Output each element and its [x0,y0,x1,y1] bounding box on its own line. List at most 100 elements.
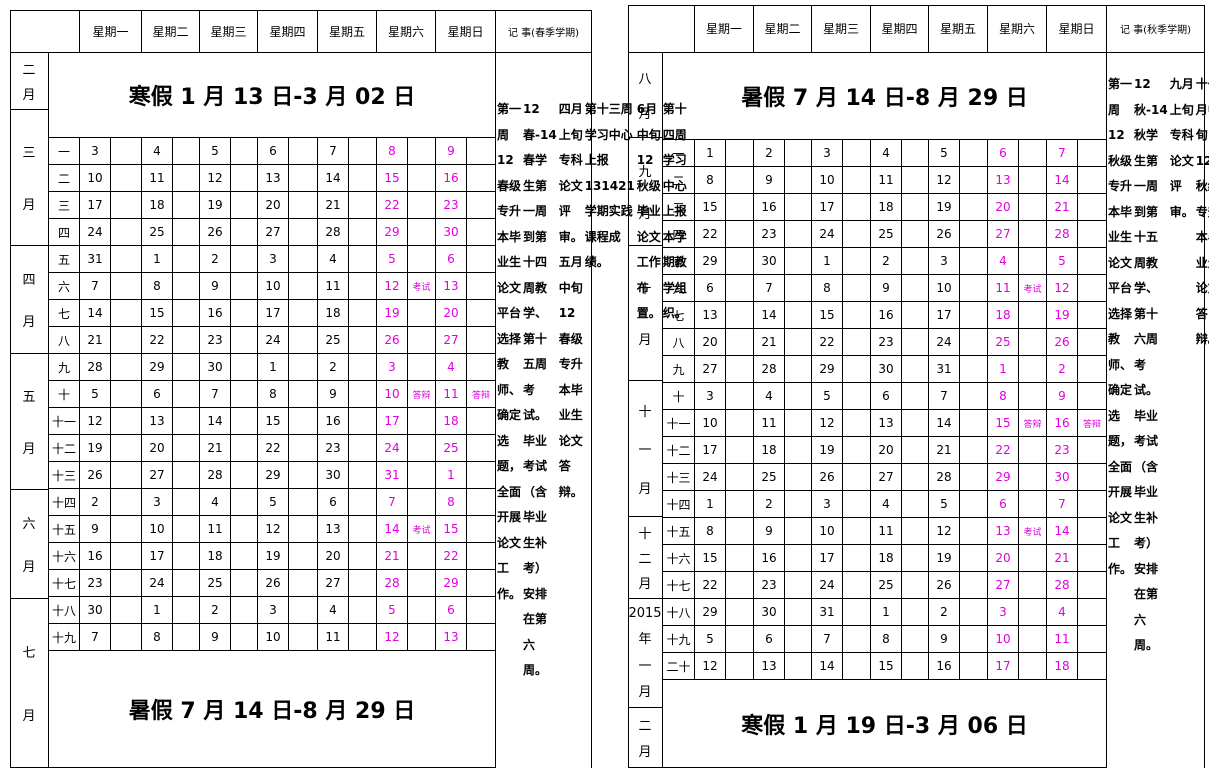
day-number: 1 [988,356,1019,383]
day-tag [467,597,496,624]
day-tag [960,464,988,491]
day-number: 13 [436,624,467,651]
day-number: 23 [754,572,785,599]
day-number: 2 [200,246,231,273]
month-label: 七月 [10,599,49,768]
day-tag [173,597,200,624]
day-tag [843,491,871,518]
day-number: 3 [812,140,843,167]
day-tag [289,246,318,273]
day-number: 4 [1047,599,1078,626]
day-number: 21 [1047,194,1078,221]
day-tag [1078,518,1107,545]
day-number: 12 [812,410,843,437]
day-number: 17 [377,408,408,435]
day-number: 18 [754,437,785,464]
month-label: 三月 [10,110,49,246]
day-number: 16 [436,165,467,192]
day-number: 16 [754,545,785,572]
weekday-header: 星期二 [142,10,200,53]
week-number: 十三 [49,462,80,489]
week-number: 五 [663,248,695,275]
day-tag [349,273,377,300]
day-tag [349,489,377,516]
day-tag [349,381,377,408]
day-tag [173,165,200,192]
day-number: 27 [318,570,349,597]
day-number: 15 [695,545,726,572]
day-tag [408,300,436,327]
day-tag [785,437,812,464]
day-number: 29 [142,354,173,381]
day-tag [726,545,754,572]
day-tag [467,300,496,327]
day-number: 2 [318,354,349,381]
day-tag [467,408,496,435]
day-number: 20 [436,300,467,327]
day-tag [349,192,377,219]
table-frame [10,10,592,768]
day-number: 26 [812,464,843,491]
day-tag [111,543,142,570]
day-tag [1078,302,1107,329]
month-label: 五月 [10,354,49,490]
day-number: 8 [436,489,467,516]
day-number: 31 [377,462,408,489]
day-number: 1 [695,491,726,518]
day-tag [467,354,496,381]
day-number: 12 [200,165,231,192]
week-number: 四 [663,221,695,248]
day-tag [289,489,318,516]
day-tag [1019,599,1047,626]
day-tag [726,572,754,599]
day-tag [902,194,929,221]
day-number: 27 [142,462,173,489]
day-number: 4 [871,140,902,167]
day-tag [843,626,871,653]
day-number: 17 [142,543,173,570]
day-number: 1 [142,246,173,273]
day-tag [111,165,142,192]
day-tag [349,543,377,570]
day-tag [1078,329,1107,356]
day-number: 19 [929,545,960,572]
holiday-top: 寒假 1 月 13 日-3 月 02 日 [49,53,496,138]
header-corner [628,5,695,53]
day-number: 1 [812,248,843,275]
day-number: 15 [142,300,173,327]
day-number: 2 [1047,356,1078,383]
day-number: 2 [929,599,960,626]
day-tag: 答辩 [467,381,496,408]
day-tag [785,356,812,383]
day-tag [349,624,377,651]
day-tag [902,140,929,167]
day-tag [289,597,318,624]
day-number: 10 [929,275,960,302]
day-number: 12 [929,518,960,545]
day-tag [231,327,258,354]
day-tag [408,138,436,165]
day-number: 20 [318,543,349,570]
week-number: 三 [663,194,695,221]
day-number: 12 [80,408,111,435]
day-tag [785,653,812,680]
day-number: 23 [1047,437,1078,464]
day-tag [111,408,142,435]
day-tag [960,329,988,356]
day-number: 21 [929,437,960,464]
day-number: 29 [258,462,289,489]
month-label: 十一月 [628,381,663,517]
day-tag [1078,275,1107,302]
month-label: 四月 [10,246,49,354]
day-tag [231,300,258,327]
day-tag [726,248,754,275]
day-tag [726,194,754,221]
day-number: 5 [200,138,231,165]
day-number: 2 [80,489,111,516]
day-number: 16 [80,543,111,570]
day-number: 26 [258,570,289,597]
day-tag [785,599,812,626]
day-number: 14 [1047,167,1078,194]
day-number: 30 [871,356,902,383]
day-number: 9 [436,138,467,165]
